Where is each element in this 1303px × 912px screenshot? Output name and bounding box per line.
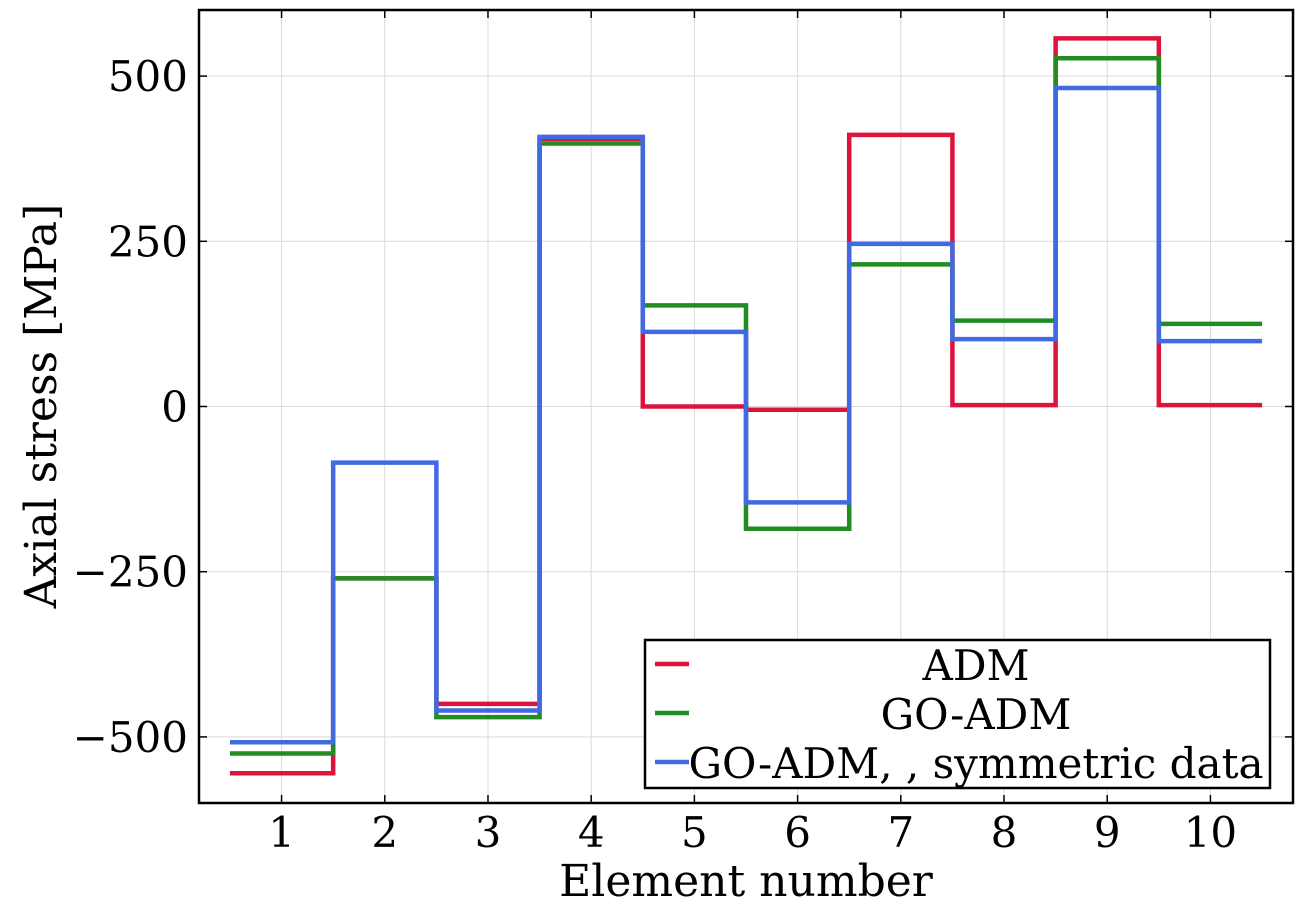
legend-label-go-adm-symmetric: GO-ADM, , symmetric data xyxy=(688,739,1263,788)
y-tick-label-1: −250 xyxy=(73,548,188,597)
y-tick-label-3: 250 xyxy=(108,217,188,266)
x-tick-label-5: 5 xyxy=(681,808,708,857)
x-tick-label-10: 10 xyxy=(1184,808,1237,857)
legend-box xyxy=(643,638,1272,790)
ticks xyxy=(199,10,1293,803)
y-tick-label-2: 0 xyxy=(161,383,188,432)
x-tick-label-6: 6 xyxy=(784,808,811,857)
x-tick-label-4: 4 xyxy=(578,808,605,857)
legend: ADM GO-ADM GO-ADM, , symmetric data xyxy=(643,638,1272,790)
series-group xyxy=(229,36,1263,776)
series-line-2 xyxy=(229,85,1263,745)
x-tick-label-3: 3 xyxy=(475,808,502,857)
x-tick-label-8: 8 xyxy=(991,808,1018,857)
x-tick-label-9: 9 xyxy=(1094,808,1121,857)
legend-label-adm: ADM xyxy=(921,641,1029,690)
y-tick-label-0: −500 xyxy=(73,713,188,762)
x-tick-label-7: 7 xyxy=(887,808,914,857)
x-tick-label-2: 2 xyxy=(371,808,398,857)
x-tick-label-1: 1 xyxy=(268,808,295,857)
y-axis-label: Axial stress [MPa] xyxy=(16,204,67,610)
y-tick-label-4: 500 xyxy=(108,52,188,101)
legend-label-go-adm: GO-ADM xyxy=(881,690,1072,739)
x-axis-label: Element number xyxy=(559,856,934,907)
tick-labels: 1 2 3 4 5 6 7 8 9 10 −500 −250 0 250 500 xyxy=(73,52,1238,857)
